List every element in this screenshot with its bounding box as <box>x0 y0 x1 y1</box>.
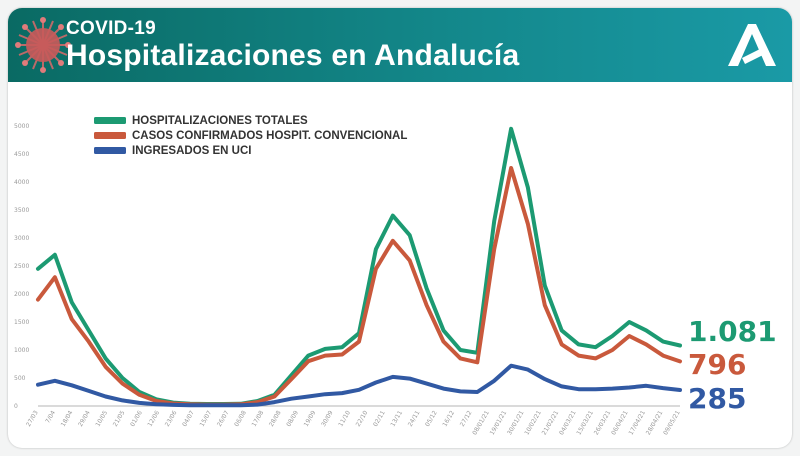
x-tick-label: 18/04 <box>60 409 75 428</box>
coronavirus-icon <box>15 17 71 73</box>
y-tick-label: 1000 <box>14 347 29 354</box>
x-tick-label: 10/05 <box>94 409 109 428</box>
x-tick-label: 13/11 <box>389 409 404 428</box>
legend-label: CASOS CONFIRMADOS HOSPIT. CONVENCIONAL <box>132 130 407 142</box>
y-tick-label: 3500 <box>14 207 29 214</box>
y-tick-label: 5000 <box>14 123 29 130</box>
x-tick-label: 22/10 <box>355 409 370 428</box>
x-tick-label: 09/05/21 <box>662 409 682 436</box>
header-banner: COVID-19 Hospitalizaciones en Andalucía <box>8 8 792 82</box>
legend-label: HOSPITALIZACIONES TOTALES <box>132 115 308 127</box>
y-tick-label: 2500 <box>14 263 29 270</box>
series-line-0 <box>36 126 682 406</box>
x-tick-label: 08/09 <box>285 409 300 428</box>
y-tick-label: 2000 <box>14 291 29 298</box>
y-tick-label: 500 <box>14 375 26 382</box>
junta-andalucia-logo <box>728 24 776 66</box>
y-tick-label: 3000 <box>14 235 29 242</box>
x-tick-label: 21/05 <box>112 409 127 428</box>
series-line-2 <box>36 363 682 408</box>
x-tick-label: 30/09 <box>320 409 335 428</box>
x-tick-label: 11/10 <box>337 409 352 428</box>
header-title: Hospitalizaciones en Andalucía <box>66 39 520 72</box>
x-tick-label: 23/06 <box>164 409 179 428</box>
x-tick-label: 7/04 <box>44 409 57 424</box>
x-tick-label: 12/06 <box>146 409 161 428</box>
x-tick-label: 27/03 <box>25 409 40 428</box>
final-value-label: 796 <box>688 348 746 381</box>
x-tick-label: 04/07 <box>181 409 196 428</box>
infographic-frame: COVID-19 Hospitalizaciones en Andalucía … <box>8 8 792 448</box>
legend-label: INGRESADOS EN UCI <box>132 145 252 157</box>
x-tick-label: 02/11 <box>372 409 387 428</box>
x-axis-ticks: 27/03 7/04 18/04 29/04 10/05 21/05 01/06 12/06 2… <box>25 409 682 436</box>
y-tick-label: 1500 <box>14 319 29 326</box>
x-tick-label: 06/08 <box>233 409 248 428</box>
series-line-1 <box>36 166 682 407</box>
x-tick-label: 17/08 <box>251 409 266 428</box>
header-kicker: COVID-19 <box>66 18 157 39</box>
legend-swatch <box>94 147 126 154</box>
x-tick-label: 29/04 <box>77 409 92 428</box>
x-tick-label: 16/12 <box>441 409 456 428</box>
x-tick-label: 01/06 <box>129 409 144 428</box>
x-tick-label: 15/07 <box>199 409 214 428</box>
y-tick-label: 0 <box>14 403 18 410</box>
x-tick-label: 19/09 <box>303 409 318 428</box>
x-tick-label: 05/12 <box>424 409 439 428</box>
x-tick-label: 26/07 <box>216 409 231 428</box>
legend-swatch <box>94 132 126 139</box>
x-tick-label: 28/08 <box>268 409 283 428</box>
final-value-label: 1.081 <box>688 315 777 348</box>
final-value-label: 285 <box>688 382 746 415</box>
series-lines <box>36 126 682 408</box>
legend: HOSPITALIZACIONES TOTALES CASOS CONFIRMAD… <box>94 115 407 157</box>
hospitalization-chart: 0 500 1000 1500 2000 2500 3000 3500 4000 4500 5000… <box>14 115 777 436</box>
x-tick-label: 27/12 <box>459 409 474 428</box>
y-axis-ticks: 0 500 1000 1500 2000 2500 3000 3500 4000 4500 5000 <box>14 123 29 410</box>
y-tick-label: 4500 <box>14 151 29 158</box>
legend-swatch <box>94 117 126 124</box>
x-tick-label: 24/11 <box>407 409 422 428</box>
y-tick-label: 4000 <box>14 179 29 186</box>
